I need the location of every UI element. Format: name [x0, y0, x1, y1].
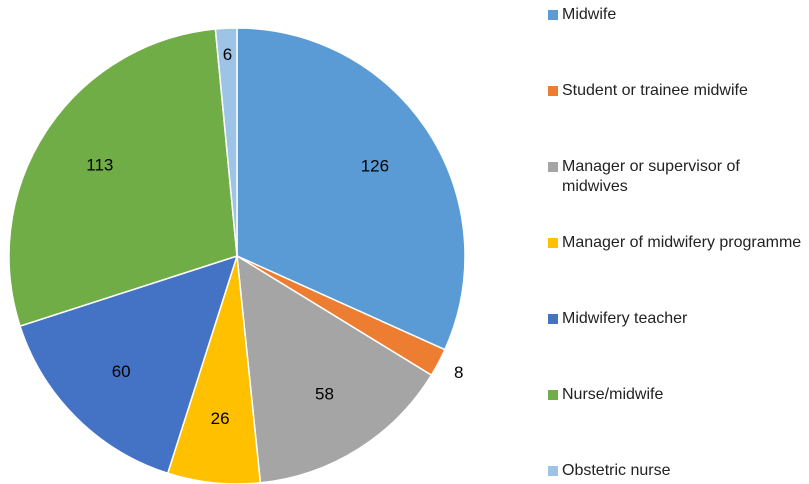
legend-label: Manager of midwifery programme	[562, 234, 802, 251]
pie-slice	[214, 27, 238, 257]
legend-item: Obstetric nurse	[548, 461, 806, 481]
pie-slice	[8, 28, 238, 328]
legend-swatch	[548, 86, 558, 96]
legend-label: Manager or supervisor of midwives	[562, 158, 740, 195]
legend-item: Manager or supervisor of midwives	[548, 157, 806, 197]
legend-item: Nurse/midwife	[548, 385, 806, 405]
legend-label: Obstetric nurse	[562, 462, 671, 479]
data-label: 26	[211, 409, 230, 428]
legend-item: Midwifery teacher	[548, 309, 806, 329]
legend-swatch	[548, 314, 558, 324]
data-label: 113	[86, 155, 113, 174]
legend-swatch	[548, 466, 558, 476]
legend-swatch	[548, 238, 558, 248]
legend-item: Midwife	[548, 5, 806, 25]
legend-label: Midwife	[562, 6, 617, 23]
legend-label: Student or trainee midwife	[562, 82, 748, 99]
legend-label: Midwifery teacher	[562, 310, 688, 327]
legend-item: Student or trainee midwife	[548, 81, 806, 101]
data-label: 126	[361, 156, 389, 175]
data-label: 58	[315, 384, 334, 403]
legend-swatch	[548, 10, 558, 20]
legend-swatch	[548, 162, 558, 172]
data-label: 60	[112, 362, 131, 381]
pie-slice	[236, 27, 466, 351]
pie-area: 126 8 58 26 60 113 6	[8, 27, 466, 484]
legend-swatch	[548, 390, 558, 400]
pie-slice	[236, 254, 433, 484]
legend-item: Manager of midwifery programme	[548, 233, 806, 253]
data-label: 8	[454, 363, 463, 382]
legend-label: Nurse/midwife	[562, 386, 664, 403]
data-label: 6	[223, 45, 232, 64]
pie-slice	[19, 254, 239, 475]
